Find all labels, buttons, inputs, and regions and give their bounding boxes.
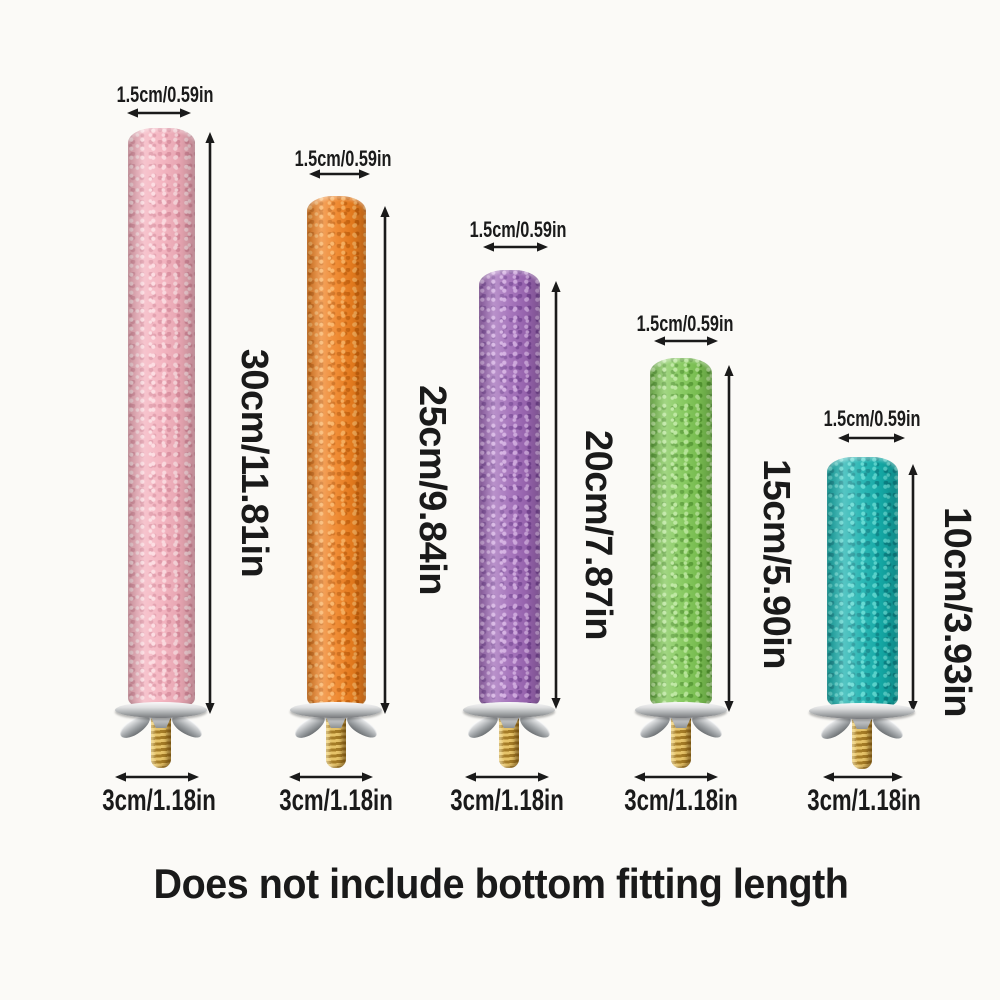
base-width-arrow [823, 770, 903, 784]
bolt [671, 716, 691, 768]
washer [463, 702, 555, 718]
base-width-arrow [634, 770, 718, 784]
diameter-arrow [838, 431, 905, 445]
diameter-arrow [309, 167, 370, 181]
length-label: 20cm/7.87in [577, 430, 619, 640]
diameter-label: 1.5cm/0.59in [823, 406, 921, 431]
base-width-label: 3cm/1.18in [624, 784, 738, 817]
base-width-label: 3cm/1.18in [807, 784, 921, 817]
diameter-arrow [654, 334, 718, 348]
diameter-arrow [127, 106, 191, 120]
base-width-arrow [115, 770, 199, 784]
length-arrow [549, 281, 563, 709]
wing-nut-hub [498, 715, 520, 728]
length-label: 10cm/3.93in [936, 507, 978, 717]
length-label: 25cm/9.84in [411, 385, 453, 595]
washer [635, 702, 727, 718]
perch-stick-orange [307, 196, 366, 706]
washer [115, 702, 207, 718]
wing-nut-hub [670, 715, 692, 728]
perch-stick-teal [827, 457, 898, 706]
perch-stick-pink [128, 128, 195, 706]
diameter-arrow [483, 240, 548, 254]
perch-stick-green [650, 358, 712, 706]
diameter-label: 1.5cm/0.59in [294, 146, 392, 171]
perch-stick-purple [479, 270, 540, 706]
washer [290, 702, 382, 718]
diameter-label: 1.5cm/0.59in [636, 311, 734, 336]
base-width-label: 3cm/1.18in [450, 784, 564, 817]
base-width-arrow [465, 770, 549, 784]
length-label: 30cm/11.81in [233, 348, 275, 578]
length-arrow [378, 206, 392, 714]
wing-nut-hub [150, 715, 172, 728]
base-width-label: 3cm/1.18in [279, 784, 393, 817]
bolt [499, 716, 519, 768]
length-arrow [203, 132, 217, 714]
wing-nut-hub [325, 715, 347, 728]
length-label: 15cm/5.90in [755, 459, 797, 669]
bolt [852, 717, 872, 769]
wing-nut-hub [851, 716, 873, 729]
bolt [151, 716, 171, 768]
washer [809, 703, 915, 719]
base-width-label: 3cm/1.18in [102, 784, 216, 817]
diameter-label: 1.5cm/0.59in [116, 82, 214, 107]
diameter-label: 1.5cm/0.59in [469, 217, 567, 242]
base-width-arrow [289, 770, 373, 784]
caption-note: Does not include bottom fitting length [153, 860, 849, 907]
bolt [326, 716, 346, 768]
length-arrow [906, 464, 920, 712]
length-arrow [722, 365, 736, 712]
